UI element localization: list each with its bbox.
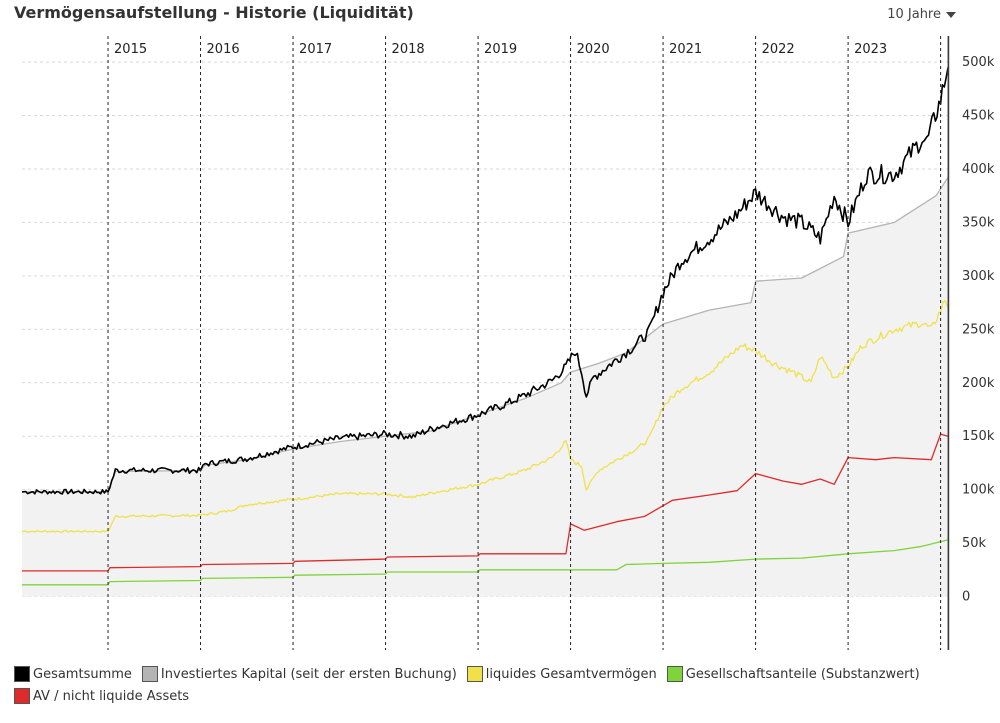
year-label: 2023: [854, 42, 887, 57]
year-label: 2019: [484, 42, 517, 57]
chart-title: Vermögensaufstellung - Historie (Liquidi…: [14, 3, 414, 22]
series-line-1: [22, 67, 949, 495]
legend-item[interactable]: Investiertes Kapital (seit der ersten Bu…: [141, 666, 457, 682]
legend-swatch: [466, 666, 483, 682]
legend-swatch: [14, 666, 30, 682]
y-tick-label: 400k: [962, 162, 995, 177]
legend-item[interactable]: liquides Gesamtvermögen: [466, 666, 657, 682]
range-selector[interactable]: 10 Jahre: [887, 7, 956, 22]
y-tick-label: 450k: [962, 109, 995, 124]
y-tick-label: 500k: [962, 55, 995, 70]
year-label: 2020: [577, 42, 610, 57]
year-label: 2018: [392, 42, 425, 57]
legend-item[interactable]: Gesellschaftsanteile (Substanzwert): [666, 666, 920, 682]
y-tick-label: 350k: [962, 215, 995, 230]
y-tick-label: 0: [962, 590, 970, 605]
series-line-3: [22, 539, 949, 586]
year-label: 2022: [762, 42, 795, 57]
legend-swatch: [141, 666, 158, 682]
history-chart: 0 50k 100k 150k 200k 250k 300k 350k 400k 450k 500k…: [21, 36, 995, 650]
y-tick-label: 250k: [962, 322, 995, 337]
legend-item[interactable]: AV / nicht liquide Assets: [14, 688, 189, 704]
legend-swatch: [666, 666, 683, 682]
y-tick-label: 100k: [962, 483, 995, 498]
series-line-2: [21, 300, 949, 533]
legend-label: Gesellschaftsanteile (Substanzwert): [685, 666, 920, 682]
y-tick-label: 50k: [962, 536, 987, 551]
y-tick-label: 200k: [962, 376, 995, 391]
year-label: 2015: [114, 42, 147, 57]
legend-label: Gesamtsumme: [33, 666, 132, 682]
y-tick-label: 300k: [962, 269, 995, 284]
legend-swatch: [14, 688, 30, 704]
legend-label: Investiertes Kapital (seit der ersten Bu…: [160, 666, 457, 682]
invested-capital-area: [22, 177, 948, 597]
legend-item[interactable]: Gesamtsumme: [14, 666, 132, 682]
year-label: 2017: [299, 42, 332, 57]
legend-label: AV / nicht liquide Assets: [33, 688, 190, 704]
series-line-0: [22, 177, 949, 493]
year-label: 2016: [207, 42, 240, 57]
caret-down-icon: [946, 11, 956, 18]
chart-legend: Gesamtsumme Investiertes Kapital (seit de…: [14, 666, 974, 710]
range-selector-label: 10 Jahre: [887, 7, 941, 22]
y-tick-label: 150k: [962, 429, 995, 444]
year-label: 2021: [669, 42, 702, 57]
legend-label: liquides Gesamtvermögen: [485, 666, 657, 682]
